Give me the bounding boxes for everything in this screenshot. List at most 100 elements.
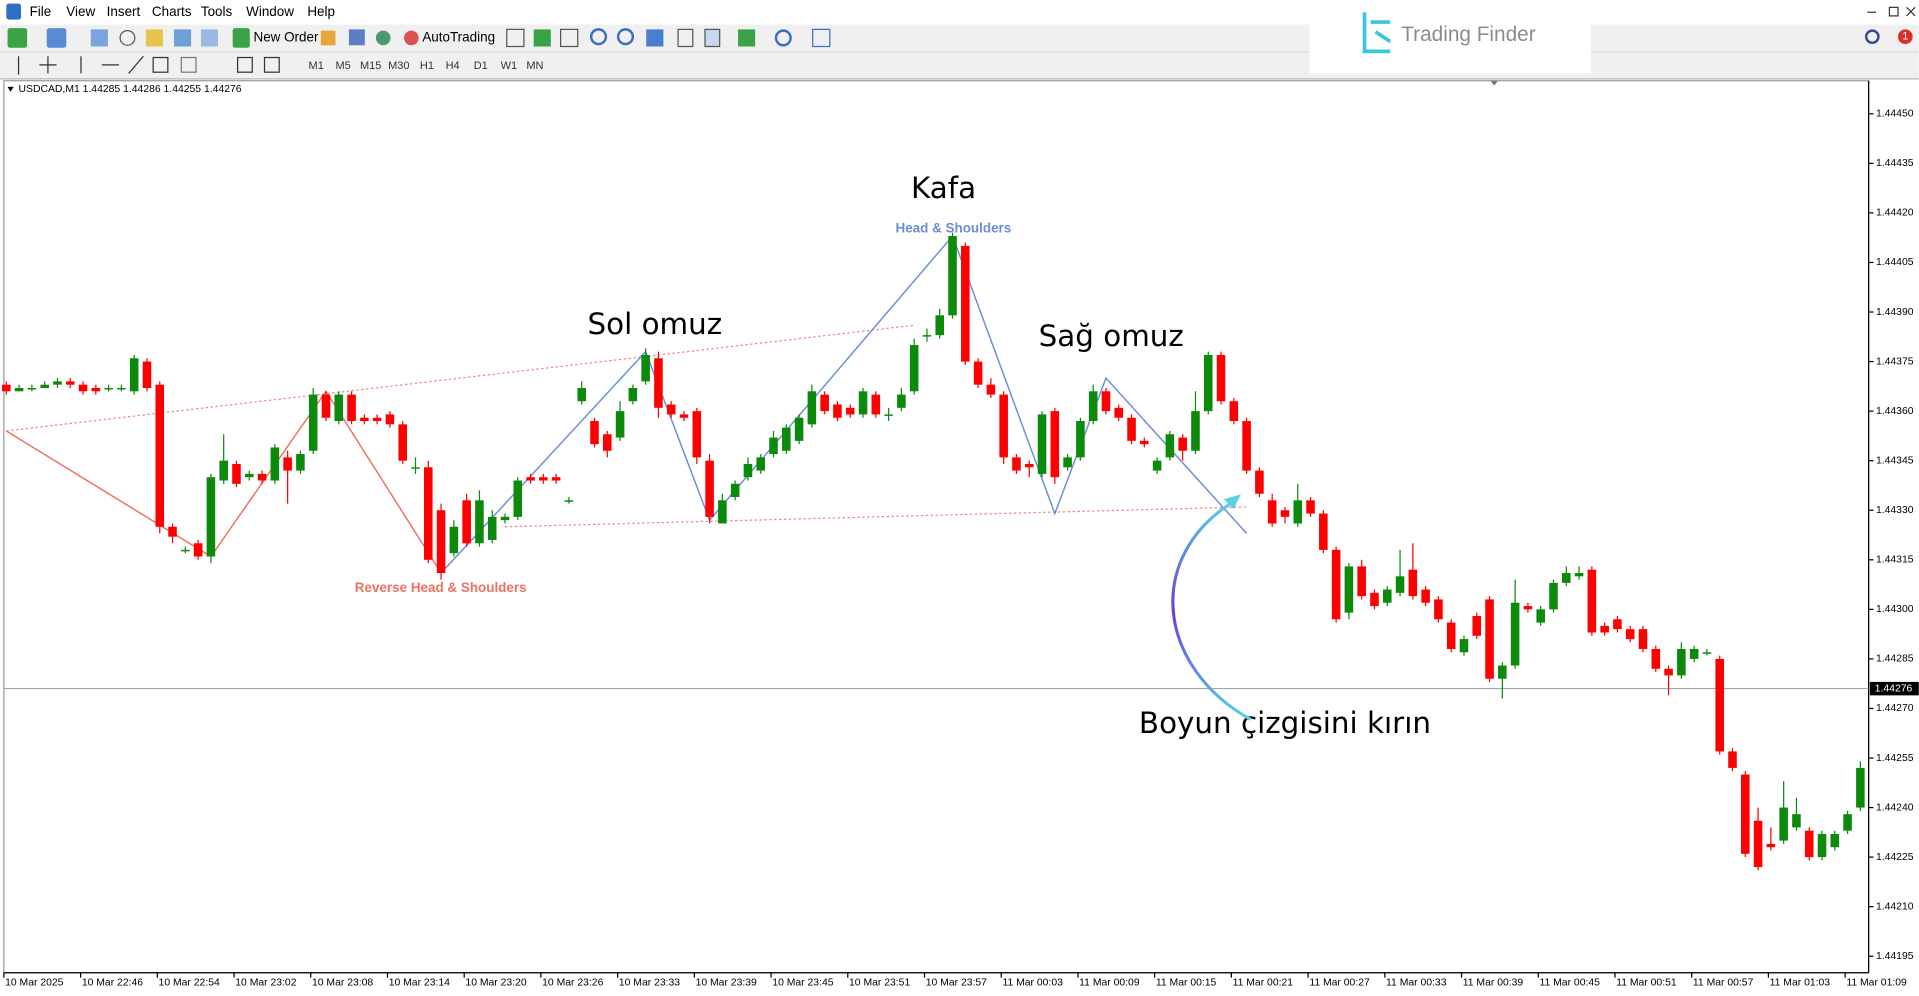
autoscroll-button[interactable] xyxy=(677,28,694,48)
candle-body xyxy=(40,384,49,388)
zoom-out-button[interactable] xyxy=(616,28,635,46)
tester-button[interactable] xyxy=(200,29,219,47)
menu-item[interactable]: Charts xyxy=(152,4,192,19)
candle-body xyxy=(1140,440,1149,445)
chart-shift-button[interactable] xyxy=(704,28,721,48)
candle-body xyxy=(475,500,484,544)
candle-body xyxy=(1587,569,1597,633)
y-tick-label: 1.44210 xyxy=(1876,901,1914,912)
timeframe-button[interactable]: H4 xyxy=(446,60,460,72)
tile-button[interactable] xyxy=(646,29,664,47)
x-tick-label: 11 Mar 00:33 xyxy=(1386,977,1447,988)
indicators-button[interactable] xyxy=(738,29,756,47)
candle-body xyxy=(1561,573,1571,583)
search-icon[interactable] xyxy=(1864,29,1880,45)
autotrading-button[interactable]: AutoTrading xyxy=(422,29,495,44)
community-button[interactable] xyxy=(375,30,391,46)
zoom-in-button[interactable] xyxy=(589,28,608,46)
candle-body xyxy=(884,414,893,416)
toolbar: 1 New Order AutoTrading M1 M5 M15 M30 H1 H4 D1 W1… xyxy=(7,6,1916,75)
candle-body xyxy=(922,335,932,337)
annotation: Kafa xyxy=(911,171,976,205)
candle-body xyxy=(1063,457,1072,468)
bid-label: 1.44276 xyxy=(1875,683,1913,694)
candle-body xyxy=(590,421,599,445)
candle-body xyxy=(308,394,318,451)
label-tool[interactable] xyxy=(236,56,253,73)
candle-body xyxy=(1216,354,1226,402)
alerts-button[interactable] xyxy=(348,29,365,46)
x-tick-label: 10 Mar 23:14 xyxy=(389,977,450,988)
new-chart-button[interactable] xyxy=(7,28,28,48)
new-order-button[interactable]: New Order xyxy=(253,29,318,44)
notification-badge[interactable] xyxy=(1897,29,1913,45)
metaeditor-button[interactable] xyxy=(320,30,336,46)
candle-body xyxy=(1472,615,1482,636)
y-tick-label: 1.44255 xyxy=(1876,753,1914,764)
data-window-button[interactable] xyxy=(119,29,136,46)
candle-body xyxy=(360,417,369,422)
candle-body xyxy=(257,473,267,481)
new-order-icon[interactable] xyxy=(232,28,250,48)
app-icon xyxy=(6,3,22,20)
x-tick-label: 10 Mar 23:02 xyxy=(235,977,296,988)
timeframe-button[interactable]: MN xyxy=(526,60,543,72)
x-tick-label: 10 Mar 22:54 xyxy=(159,977,220,988)
candle-body xyxy=(65,381,75,385)
menu-item[interactable]: View xyxy=(66,4,95,19)
templates-button[interactable] xyxy=(812,28,831,48)
x-tick-label: 11 Mar 00:27 xyxy=(1309,977,1370,988)
timeframe-button[interactable]: W1 xyxy=(501,60,518,72)
menu-item[interactable]: Insert xyxy=(107,4,141,19)
timeframe-button[interactable]: H1 xyxy=(420,60,434,72)
candle-body xyxy=(1331,549,1341,620)
fibo-tool[interactable] xyxy=(180,56,197,73)
candle-body xyxy=(1114,407,1124,418)
candle-chart-button[interactable] xyxy=(533,29,551,47)
candle-body xyxy=(782,427,791,451)
autotrading-icon[interactable] xyxy=(403,30,419,46)
candle-body xyxy=(436,510,446,574)
maximize-button[interactable] xyxy=(1888,6,1899,17)
bar-chart-button[interactable] xyxy=(506,28,525,48)
neckline xyxy=(504,506,1247,528)
line-chart-button[interactable] xyxy=(559,28,579,48)
menu-item[interactable]: File xyxy=(30,4,52,19)
candle-body xyxy=(296,454,305,471)
terminal-button[interactable] xyxy=(173,29,192,47)
timeframe-button[interactable]: M5 xyxy=(335,60,350,72)
x-tick-label: 11 Mar 01:09 xyxy=(1846,977,1907,988)
candle-body xyxy=(628,387,638,402)
candle-body xyxy=(1037,414,1047,474)
y-tick-label: 1.44420 xyxy=(1876,208,1914,219)
timeframe-button[interactable]: M1 xyxy=(309,60,324,72)
menu-item[interactable]: Tools xyxy=(201,4,233,19)
candle-body xyxy=(1792,814,1801,828)
candle-body xyxy=(1702,652,1712,654)
timeframe-button[interactable]: D1 xyxy=(474,60,488,72)
profiles-button[interactable] xyxy=(46,28,67,48)
timeframe-button[interactable]: M30 xyxy=(388,60,409,72)
market-watch-button[interactable] xyxy=(90,29,108,47)
candle-body xyxy=(1766,843,1776,848)
candle-body xyxy=(347,394,356,422)
candle-body xyxy=(411,467,420,469)
x-tick-label: 10 Mar 23:51 xyxy=(849,977,910,988)
arrows-tool[interactable] xyxy=(263,56,280,73)
menu-item[interactable]: Help xyxy=(307,4,335,19)
close-button[interactable] xyxy=(1906,6,1916,17)
periods-button[interactable] xyxy=(774,29,792,47)
logo-icon xyxy=(1362,12,1392,54)
timeframe-button[interactable]: M15 xyxy=(360,60,381,72)
trendline-tool[interactable] xyxy=(128,55,144,74)
candle-body xyxy=(1395,576,1405,593)
navigator-button[interactable] xyxy=(145,29,163,47)
candle-body xyxy=(1229,401,1239,422)
candle-body xyxy=(615,411,625,438)
y-tick-label: 1.44345 xyxy=(1876,455,1914,466)
candle-body xyxy=(1817,833,1827,858)
candle-body xyxy=(168,526,177,537)
callout-arrowhead xyxy=(1223,494,1241,510)
channel-tool[interactable] xyxy=(152,56,169,73)
menu-item[interactable]: Window xyxy=(246,4,294,19)
